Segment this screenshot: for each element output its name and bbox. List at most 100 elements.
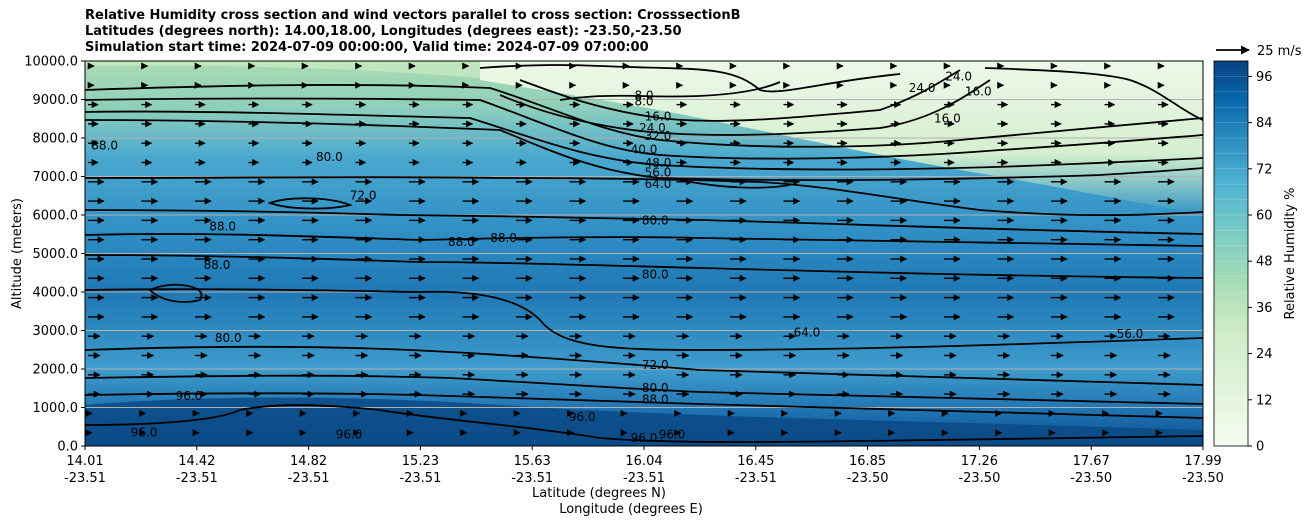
x-tick-label-lon: -23.51: [623, 471, 665, 486]
contour-label: 24.0: [909, 81, 936, 95]
quiver-key-label: 25 m/s: [1257, 44, 1302, 59]
contour-label: 80.0: [215, 331, 242, 345]
y-tick-label: 9000.0: [33, 93, 79, 108]
contour-label: 24.0: [639, 121, 666, 135]
colorbar: 0 12 24 36 48 60 72 84 96 Relative Humidity %: [1213, 60, 1298, 455]
wind-vectors: [85, 62, 1175, 437]
y-tick-label: 10000.0: [24, 55, 78, 70]
x-tick-label-lat: 15.23: [402, 454, 439, 469]
contour-label: 96.0: [131, 425, 158, 439]
x-axis-label-latitude: Latitude (degrees N): [532, 486, 666, 501]
contour-line: [499, 79, 991, 136]
contour-line: [267, 197, 353, 210]
x-tick-label-lon: -23.51: [511, 471, 553, 486]
x-tick-label-lon: -23.51: [735, 471, 777, 486]
x-tick-label-lat: 17.99: [1184, 454, 1221, 469]
x-tick-label-lon: -23.50: [958, 471, 1000, 486]
surface-moist-layer: [85, 397, 1203, 446]
colorbar-ticks: 0 12 24 36 48 60 72 84 96: [1248, 70, 1273, 455]
colorbar-tick-label: 0: [1256, 440, 1264, 455]
contour-label: 88.0: [642, 393, 669, 407]
y-tick-label: 1000.0: [33, 401, 79, 416]
contour-line: [559, 81, 781, 101]
y-tick-label: 8000.0: [33, 132, 79, 147]
contour-label: 72.0: [350, 189, 377, 203]
x-axis-ticks: 14.01 -23.51 14.42 -23.51 14.82 -23.51 15.23 -2…: [64, 446, 1224, 486]
x-tick-label-lat: 16.45: [737, 454, 774, 469]
colorbar-tick-label: 12: [1256, 393, 1273, 408]
colorbar-bands: [1214, 76, 1248, 431]
contour-label: 56.0: [645, 166, 672, 180]
colorbar-tick-label: 72: [1256, 162, 1273, 177]
x-tick-label-lat: 17.26: [961, 454, 998, 469]
contour-label: 96.0: [631, 431, 658, 445]
contour-label: 56.0: [1117, 327, 1144, 341]
contour-label: 40.0: [631, 142, 658, 156]
contour-line: [84, 97, 1204, 160]
colorbar-tick-label: 84: [1256, 116, 1273, 131]
y-tick-label: 7000.0: [33, 170, 79, 185]
contour-label: 16.0: [934, 112, 961, 126]
x-tick-label-lat: 16.04: [625, 454, 662, 469]
contour-label: 24.0: [945, 69, 972, 83]
contour-label: 72.0: [642, 358, 669, 372]
contour-label: 88.0: [490, 231, 517, 245]
y-tick-label: 4000.0: [33, 286, 79, 301]
contour-label: 48.0: [645, 156, 672, 170]
contour-line: [84, 254, 1204, 279]
contour-label: 80.0: [642, 381, 669, 395]
x-tick-label-lat: 14.42: [178, 454, 215, 469]
contour-line: [984, 67, 1204, 121]
upper-dry-band: [85, 61, 480, 78]
contour-line: [84, 110, 1204, 171]
contour-label: 32.0: [645, 129, 672, 143]
contour-line: [84, 404, 1204, 443]
y-axis-label: Altitude (meters): [10, 198, 25, 309]
x-tick-label-lat: 14.01: [66, 454, 103, 469]
x-tick-label-lat: 17.67: [1073, 454, 1110, 469]
contour-label: 16.0: [965, 85, 992, 99]
y-tick-label: 2000.0: [33, 363, 79, 378]
chart-title-line1: Relative Humidity cross section and wind…: [85, 8, 741, 23]
chart-title-line2: Latitudes (degrees north): 14.00,18.00, …: [85, 24, 682, 39]
contour-line: [479, 64, 901, 93]
x-tick-label-lon: -23.50: [1182, 471, 1224, 486]
x-tick-label-lon: -23.51: [64, 471, 106, 486]
contour-label: 80.0: [642, 214, 669, 228]
contour-label: 80.0: [316, 150, 343, 164]
colorbar-tick-label: 96: [1256, 70, 1273, 85]
contour-line: [84, 176, 1204, 217]
y-tick-label: 5000.0: [33, 247, 79, 262]
contour-label: 96.0: [336, 427, 363, 441]
contour-line: [84, 288, 1204, 351]
x-tick-label-lat: 15.63: [514, 454, 551, 469]
contour-line: [84, 345, 1204, 386]
contour-line: [84, 119, 1204, 182]
x-tick-label-lon: -23.51: [288, 471, 330, 486]
contour-label: 88.0: [448, 235, 475, 249]
contour-line: [84, 374, 1204, 405]
colorbar-tick-label: 24: [1256, 347, 1273, 362]
x-tick-label-lon: -23.50: [847, 471, 889, 486]
quiver-key: 25 m/s: [1216, 44, 1302, 59]
colorbar-tick-label: 60: [1256, 209, 1273, 224]
contour-label: 8.0: [634, 89, 653, 103]
x-tick-label-lat: 14.82: [290, 454, 327, 469]
contour-label: 64.0: [794, 325, 821, 339]
contour-line: [84, 233, 1204, 247]
y-tick-label: 3000.0: [33, 324, 79, 339]
contour-label: 96.0: [659, 427, 686, 441]
x-axis-label-longitude: Longitude (degrees E): [559, 502, 703, 517]
contour-label: 8.0: [634, 94, 653, 108]
x-tick-label-lon: -23.51: [176, 471, 218, 486]
contour-line: [84, 209, 1204, 235]
contour-label: 88.0: [209, 219, 236, 233]
colorbar-tick-label: 48: [1256, 255, 1273, 270]
contour-line: [148, 283, 203, 303]
y-tick-label: 0.0: [57, 440, 78, 455]
colorbar-label: Relative Humidity %: [1283, 188, 1298, 320]
contour-label: 80.0: [642, 268, 669, 282]
contour-label: 88.0: [91, 139, 118, 153]
x-tick-label-lon: -23.51: [399, 471, 441, 486]
